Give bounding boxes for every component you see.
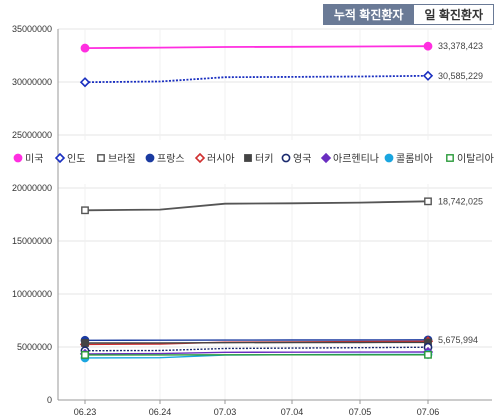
data-point xyxy=(81,351,89,359)
data-label: 18,742,025 xyxy=(438,196,483,206)
y-tick-label: 20000000 xyxy=(12,183,52,193)
legend-label: 프랑스 xyxy=(157,153,185,165)
legend-marker xyxy=(145,153,155,163)
data-point xyxy=(80,43,90,53)
series-line xyxy=(84,341,429,344)
data-point xyxy=(81,339,89,347)
x-tick-label: 07.06 xyxy=(417,407,440,417)
tab-cumulative-cases[interactable]: 누적 확진환자 xyxy=(322,4,415,25)
legend-marker xyxy=(13,153,23,163)
data-point xyxy=(422,70,434,81)
data-point xyxy=(81,206,89,215)
legend-marker xyxy=(320,152,332,164)
legend-label: 콜롬비아 xyxy=(396,153,433,165)
x-tick-label: 07.03 xyxy=(214,407,237,417)
legend-label: 터키 xyxy=(255,153,273,165)
legend-marker xyxy=(194,152,206,164)
axis-break-band xyxy=(0,140,500,184)
legend-label: 영국 xyxy=(293,153,311,165)
y-tick-label: 0 xyxy=(47,395,52,405)
y-tick-label: 15000000 xyxy=(12,236,52,246)
data-point xyxy=(423,41,433,51)
series-line xyxy=(84,351,429,355)
y-tick-label: 5000000 xyxy=(17,342,52,352)
legend-label: 러시아 xyxy=(207,153,235,165)
data-point xyxy=(424,350,432,359)
legend-label: 이탈리아 xyxy=(457,152,494,165)
x-tick-label: 06.24 xyxy=(149,407,172,417)
data-point xyxy=(424,197,432,206)
series-line xyxy=(84,339,429,341)
data-point xyxy=(79,77,91,88)
y-tick-label: 25000000 xyxy=(12,130,52,140)
data-label: 33,378,423 xyxy=(438,41,483,51)
x-tick-label: 06.23 xyxy=(74,407,97,417)
x-tick-label: 07.05 xyxy=(349,407,372,417)
y-tick-label: 30000000 xyxy=(12,77,52,87)
legend-marker xyxy=(446,154,454,162)
chart-tab-group: 누적 확진환자 일 확진환자 xyxy=(322,4,494,25)
legend-marker xyxy=(281,153,291,163)
legend-marker xyxy=(244,154,252,162)
series-line xyxy=(84,200,429,212)
data-label: 5,675,994 xyxy=(438,335,478,345)
y-tick-label: 10000000 xyxy=(12,289,52,299)
legend-label: 브라질 xyxy=(108,153,136,165)
series-line xyxy=(84,74,429,84)
legend-label: 미국 xyxy=(25,153,43,165)
legend-marker xyxy=(97,154,105,162)
y-tick-label: 35000000 xyxy=(12,24,52,34)
x-tick-label: 07.04 xyxy=(281,407,304,417)
tab-daily-cases[interactable]: 일 확진환자 xyxy=(414,4,494,25)
legend-label: 아르헨티나 xyxy=(333,153,379,165)
legend-marker xyxy=(54,152,66,164)
series-line xyxy=(84,346,429,352)
legend-label: 인도 xyxy=(67,153,85,165)
data-label: 30,585,229 xyxy=(438,71,483,81)
series-line xyxy=(84,45,429,49)
legend-marker xyxy=(384,153,394,163)
